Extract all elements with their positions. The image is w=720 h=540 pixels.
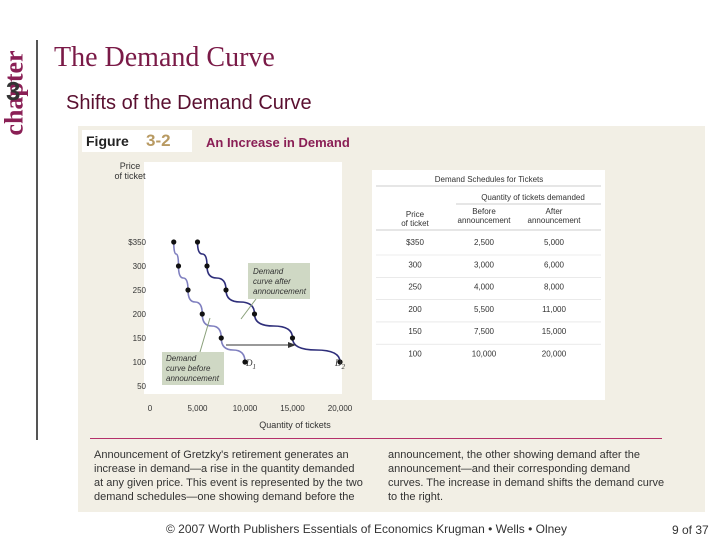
slide-subtitle: Shifts of the Demand Curve — [66, 92, 312, 114]
left-divider — [36, 40, 38, 440]
x-tick-label: 5,000 — [187, 404, 208, 413]
chapter-marker: chapter 3 — [0, 28, 34, 140]
table-cell: 8,000 — [544, 283, 565, 292]
figure-title: An Increase in Demand — [206, 135, 350, 150]
d2-label: D2 — [334, 358, 346, 371]
table-cell: 2,500 — [474, 238, 495, 247]
shift-arrowhead — [288, 342, 296, 348]
table-title: Demand Schedules for Tickets — [435, 175, 544, 184]
data-point-d1 — [242, 359, 248, 365]
table-cell: 200 — [408, 305, 422, 314]
data-point-d2 — [204, 263, 210, 269]
demand-curve-d1 — [172, 241, 246, 363]
table-cell: 3,000 — [474, 260, 495, 269]
before-label-line1: Demand — [166, 354, 197, 363]
demand-chart: Price of ticket Quantity of tickets $350 3… — [114, 161, 601, 430]
table-cell: $350 — [406, 238, 424, 247]
before-label-line2: curve before — [166, 364, 211, 373]
table-cell: 7,500 — [474, 327, 495, 336]
data-point-d2 — [289, 335, 296, 341]
caption-left: Announcement of Gretzky's retirement gen… — [94, 449, 363, 503]
data-point-d2 — [337, 359, 343, 365]
slide-title: The Demand Curve — [54, 42, 275, 73]
after-label-pointer — [240, 298, 257, 320]
data-point-d2 — [251, 311, 258, 317]
y-tick-label: 250 — [133, 286, 147, 295]
after-label-line1: Demand — [253, 267, 284, 276]
y-tick-label: $350 — [128, 238, 146, 247]
x-axis-title: Quantity of tickets — [259, 420, 331, 430]
caption-right: announcement, the other showing demand a… — [388, 449, 665, 503]
table-group-header: Quantity of tickets demanded — [481, 193, 585, 202]
after-label-box — [248, 263, 310, 299]
table-cell: 11,000 — [542, 305, 566, 314]
figure-panel: Figure 3-2 An Increase in Demand Price of… — [78, 126, 705, 512]
x-tick-label: 15,000 — [280, 404, 305, 413]
x-tick-label: 0 — [148, 404, 153, 413]
table-cell: 5,500 — [474, 305, 495, 314]
footer-credits: © 2007 Worth Publishers Essentials of Ec… — [166, 522, 567, 536]
page-number: 9 of 37 — [672, 523, 709, 537]
caption-rule — [90, 438, 662, 439]
table-col-header: announcement — [458, 216, 512, 225]
table-cell: 250 — [408, 283, 422, 292]
table-cell: 10,000 — [472, 350, 497, 359]
y-tick-label: 100 — [133, 358, 147, 367]
before-label-pointer — [199, 317, 211, 353]
table-cell: 20,000 — [542, 350, 567, 359]
table-cell: 6,000 — [544, 260, 565, 269]
after-label-line2: curve after — [253, 277, 291, 286]
y-tick-label: 150 — [133, 334, 147, 343]
table-col-header: announcement — [528, 216, 582, 225]
demand-curve-d2 — [196, 241, 341, 363]
table-cell: 150 — [408, 327, 422, 336]
data-point-d1 — [175, 263, 182, 269]
data-point-d1 — [199, 311, 205, 317]
table-cell: 4,000 — [474, 283, 495, 292]
table-cell: 15,000 — [542, 327, 567, 336]
table-cell: 300 — [408, 260, 422, 269]
figure-number: 3-2 — [146, 131, 171, 150]
data-point-d1 — [171, 239, 177, 245]
figure-label: Figure 3-2 — [82, 130, 192, 152]
data-point-d2 — [223, 287, 229, 293]
y-axis-title-line1: Price of ticket — [114, 161, 146, 181]
table-col-header: of ticket — [401, 219, 429, 228]
x-tick-label: 10,000 — [233, 404, 258, 413]
d1-label: D1 — [245, 358, 256, 371]
y-tick-label: 300 — [133, 262, 147, 271]
before-label-line3: announcement — [166, 374, 220, 383]
x-tick-label: 20,000 — [328, 404, 353, 413]
table-cell: 5,000 — [544, 238, 565, 247]
chapter-number: 3 — [6, 76, 21, 106]
data-point-d2 — [194, 239, 201, 245]
table-col-header: Before — [472, 207, 496, 216]
data-point-d1 — [185, 287, 191, 293]
y-tick-label: 50 — [137, 382, 146, 391]
table-background — [372, 170, 605, 400]
table-col-header: After — [546, 207, 563, 216]
table-cell: 100 — [408, 350, 422, 359]
data-point-d1 — [218, 335, 224, 341]
after-label-line3: announcement — [253, 287, 307, 296]
table-col-header: Price — [406, 210, 425, 219]
figure-word: Figure — [86, 133, 129, 149]
y-tick-label: 200 — [133, 310, 147, 319]
before-label-box — [162, 352, 224, 385]
